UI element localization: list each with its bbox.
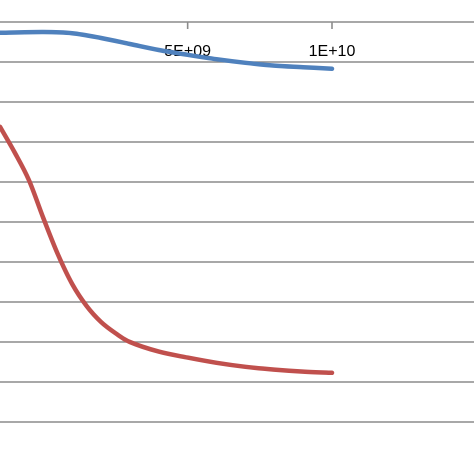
series-line-2 xyxy=(0,124,335,376)
x-tick-label: 1E+10 xyxy=(309,43,356,60)
gridlines xyxy=(0,61,474,423)
series-line-1 xyxy=(0,29,335,72)
x-axis: 5E+09 1E+10 xyxy=(0,21,474,60)
series-lines xyxy=(0,29,335,376)
